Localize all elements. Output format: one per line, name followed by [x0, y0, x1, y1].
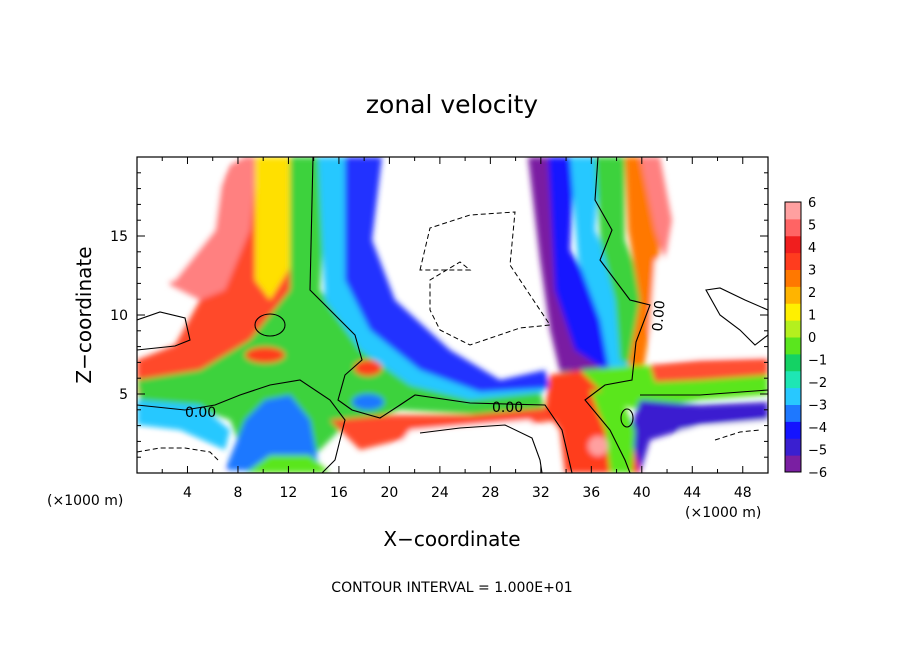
- x-tick-label: 40: [633, 485, 651, 501]
- right-white-region: [650, 250, 768, 358]
- red-blob-left: [245, 347, 285, 363]
- blue-blob-center: [352, 394, 384, 410]
- x-axis-label: X−coordinate: [383, 527, 520, 551]
- zero-contour-right: [584, 157, 651, 473]
- colorbar-swatch: [785, 455, 801, 473]
- x-tick-label: 12: [280, 485, 298, 501]
- zero-contour-left: [137, 379, 346, 473]
- lower-green-floor: [245, 455, 330, 473]
- y-axis-label: Z−coordinate: [72, 246, 96, 383]
- zero-contour-small: [620, 408, 634, 428]
- colorbar-swatch: [785, 370, 801, 389]
- zero-contour-blob: [254, 313, 286, 337]
- x-tick-label: 36: [582, 485, 600, 501]
- central-blue-stem: [345, 157, 550, 392]
- plot-area: [137, 157, 768, 473]
- colorbar-tick-label: 6: [808, 196, 816, 211]
- y-tick-label: 10: [110, 308, 128, 324]
- colorbar-tick-label: −2: [808, 376, 827, 391]
- contour-label-2: 0.00: [492, 400, 523, 416]
- colorbar-tick-label: 4: [808, 241, 816, 256]
- colorbar-tick-label: 0: [808, 331, 816, 346]
- colorbar-swatch: [785, 353, 801, 372]
- colorbar-frame: [784, 201, 802, 473]
- x-tick-label: 28: [481, 485, 499, 501]
- colorbar-swatch: [785, 320, 801, 338]
- chart-title: zonal velocity: [366, 90, 538, 119]
- colorbar-tick-label: −1: [808, 354, 827, 369]
- colorbar-swatch: [785, 387, 801, 405]
- colorbar-swatch: [785, 438, 801, 456]
- colorbar-swatch: [785, 202, 801, 220]
- y-tick-label: 15: [110, 229, 128, 245]
- right-purple-bottom: [628, 400, 768, 473]
- dashed-contour-center: [419, 211, 551, 346]
- x-tick-label: 8: [233, 485, 242, 501]
- contour-label-1: 0.00: [185, 405, 216, 421]
- x-tick-label: 24: [431, 485, 449, 501]
- x-tick-label: 48: [734, 485, 752, 501]
- colorbar-tick-label: 3: [808, 264, 816, 279]
- contour-lines: [137, 157, 768, 473]
- colorbar-swatch: [785, 421, 801, 439]
- dashed-contours: [137, 211, 761, 463]
- x-unit-left: (×1000 m): [47, 493, 123, 509]
- colorbar-swatch: [785, 218, 801, 237]
- central-cyan-core: [318, 157, 545, 400]
- zero-contour-column: [309, 157, 573, 473]
- right-green-band: [595, 157, 648, 370]
- colorbar-swatch: [785, 337, 801, 355]
- colorbar-tick-label: −3: [808, 399, 827, 414]
- colorbar-tick-label: −4: [808, 421, 827, 436]
- red-blob-center: [354, 360, 382, 376]
- colorbar-tick-label: 2: [808, 286, 816, 301]
- contour-label-3: 0.00: [650, 300, 669, 332]
- lower-white-region: [395, 420, 545, 473]
- solid-contour-right: [705, 287, 768, 346]
- x-tick-label: 44: [683, 485, 701, 501]
- y-tick-label: 5: [119, 387, 128, 403]
- footer-contour-interval: CONTOUR INTERVAL = 1.000E+01: [331, 580, 572, 596]
- colorbar-tick-label: 5: [808, 219, 816, 234]
- dashed-contour-lower-right: [714, 429, 761, 441]
- colorbar-swatch: [785, 303, 801, 321]
- colorbar-tick-label: −5: [808, 444, 827, 459]
- left-yellow-band: [255, 157, 295, 300]
- colorbar-tick-label: −6: [808, 466, 827, 481]
- lower-right-white: [670, 420, 768, 473]
- lower-blue-pocket: [225, 395, 320, 473]
- central-green-column: [137, 157, 545, 473]
- right-pink-band: [640, 157, 672, 260]
- x-tick-label: 4: [183, 485, 192, 501]
- lower-left-white: [137, 435, 225, 473]
- x-tick-label: 16: [330, 485, 348, 501]
- x-tick-label: 32: [532, 485, 550, 501]
- velocity-field: [137, 157, 768, 473]
- y-ticks: 5 10 15: [110, 172, 768, 458]
- colorbar-tick-label: 1: [808, 309, 816, 324]
- colorbar: 6 5 4 3 2 1 0 −1 −2 −3 −4 −5 −6: [784, 196, 827, 481]
- colorbar-swatch: [785, 286, 801, 304]
- upper-left-white: [137, 157, 225, 290]
- x-tick-label: 20: [380, 485, 398, 501]
- solid-contour-bottom: [419, 424, 543, 473]
- pink-blob-right: [588, 436, 608, 456]
- colorbar-swatch: [785, 235, 801, 254]
- x-ticks: 4 8 12 16 20 24 28 32 36 40 44 48: [161, 157, 752, 501]
- lower-left-cyan: [137, 400, 230, 450]
- x-unit-right: (×1000 m): [685, 505, 761, 521]
- solid-contour-left: [137, 311, 191, 351]
- colorbar-swatch: [785, 269, 801, 287]
- right-purple-edge: [528, 157, 610, 372]
- zero-contour-right-band: [640, 389, 768, 396]
- right-red-band: [650, 358, 768, 382]
- colorbar-swatch: [785, 252, 801, 270]
- colorbar-swatch: [785, 404, 801, 422]
- dashed-contour-lower-left: [137, 447, 221, 463]
